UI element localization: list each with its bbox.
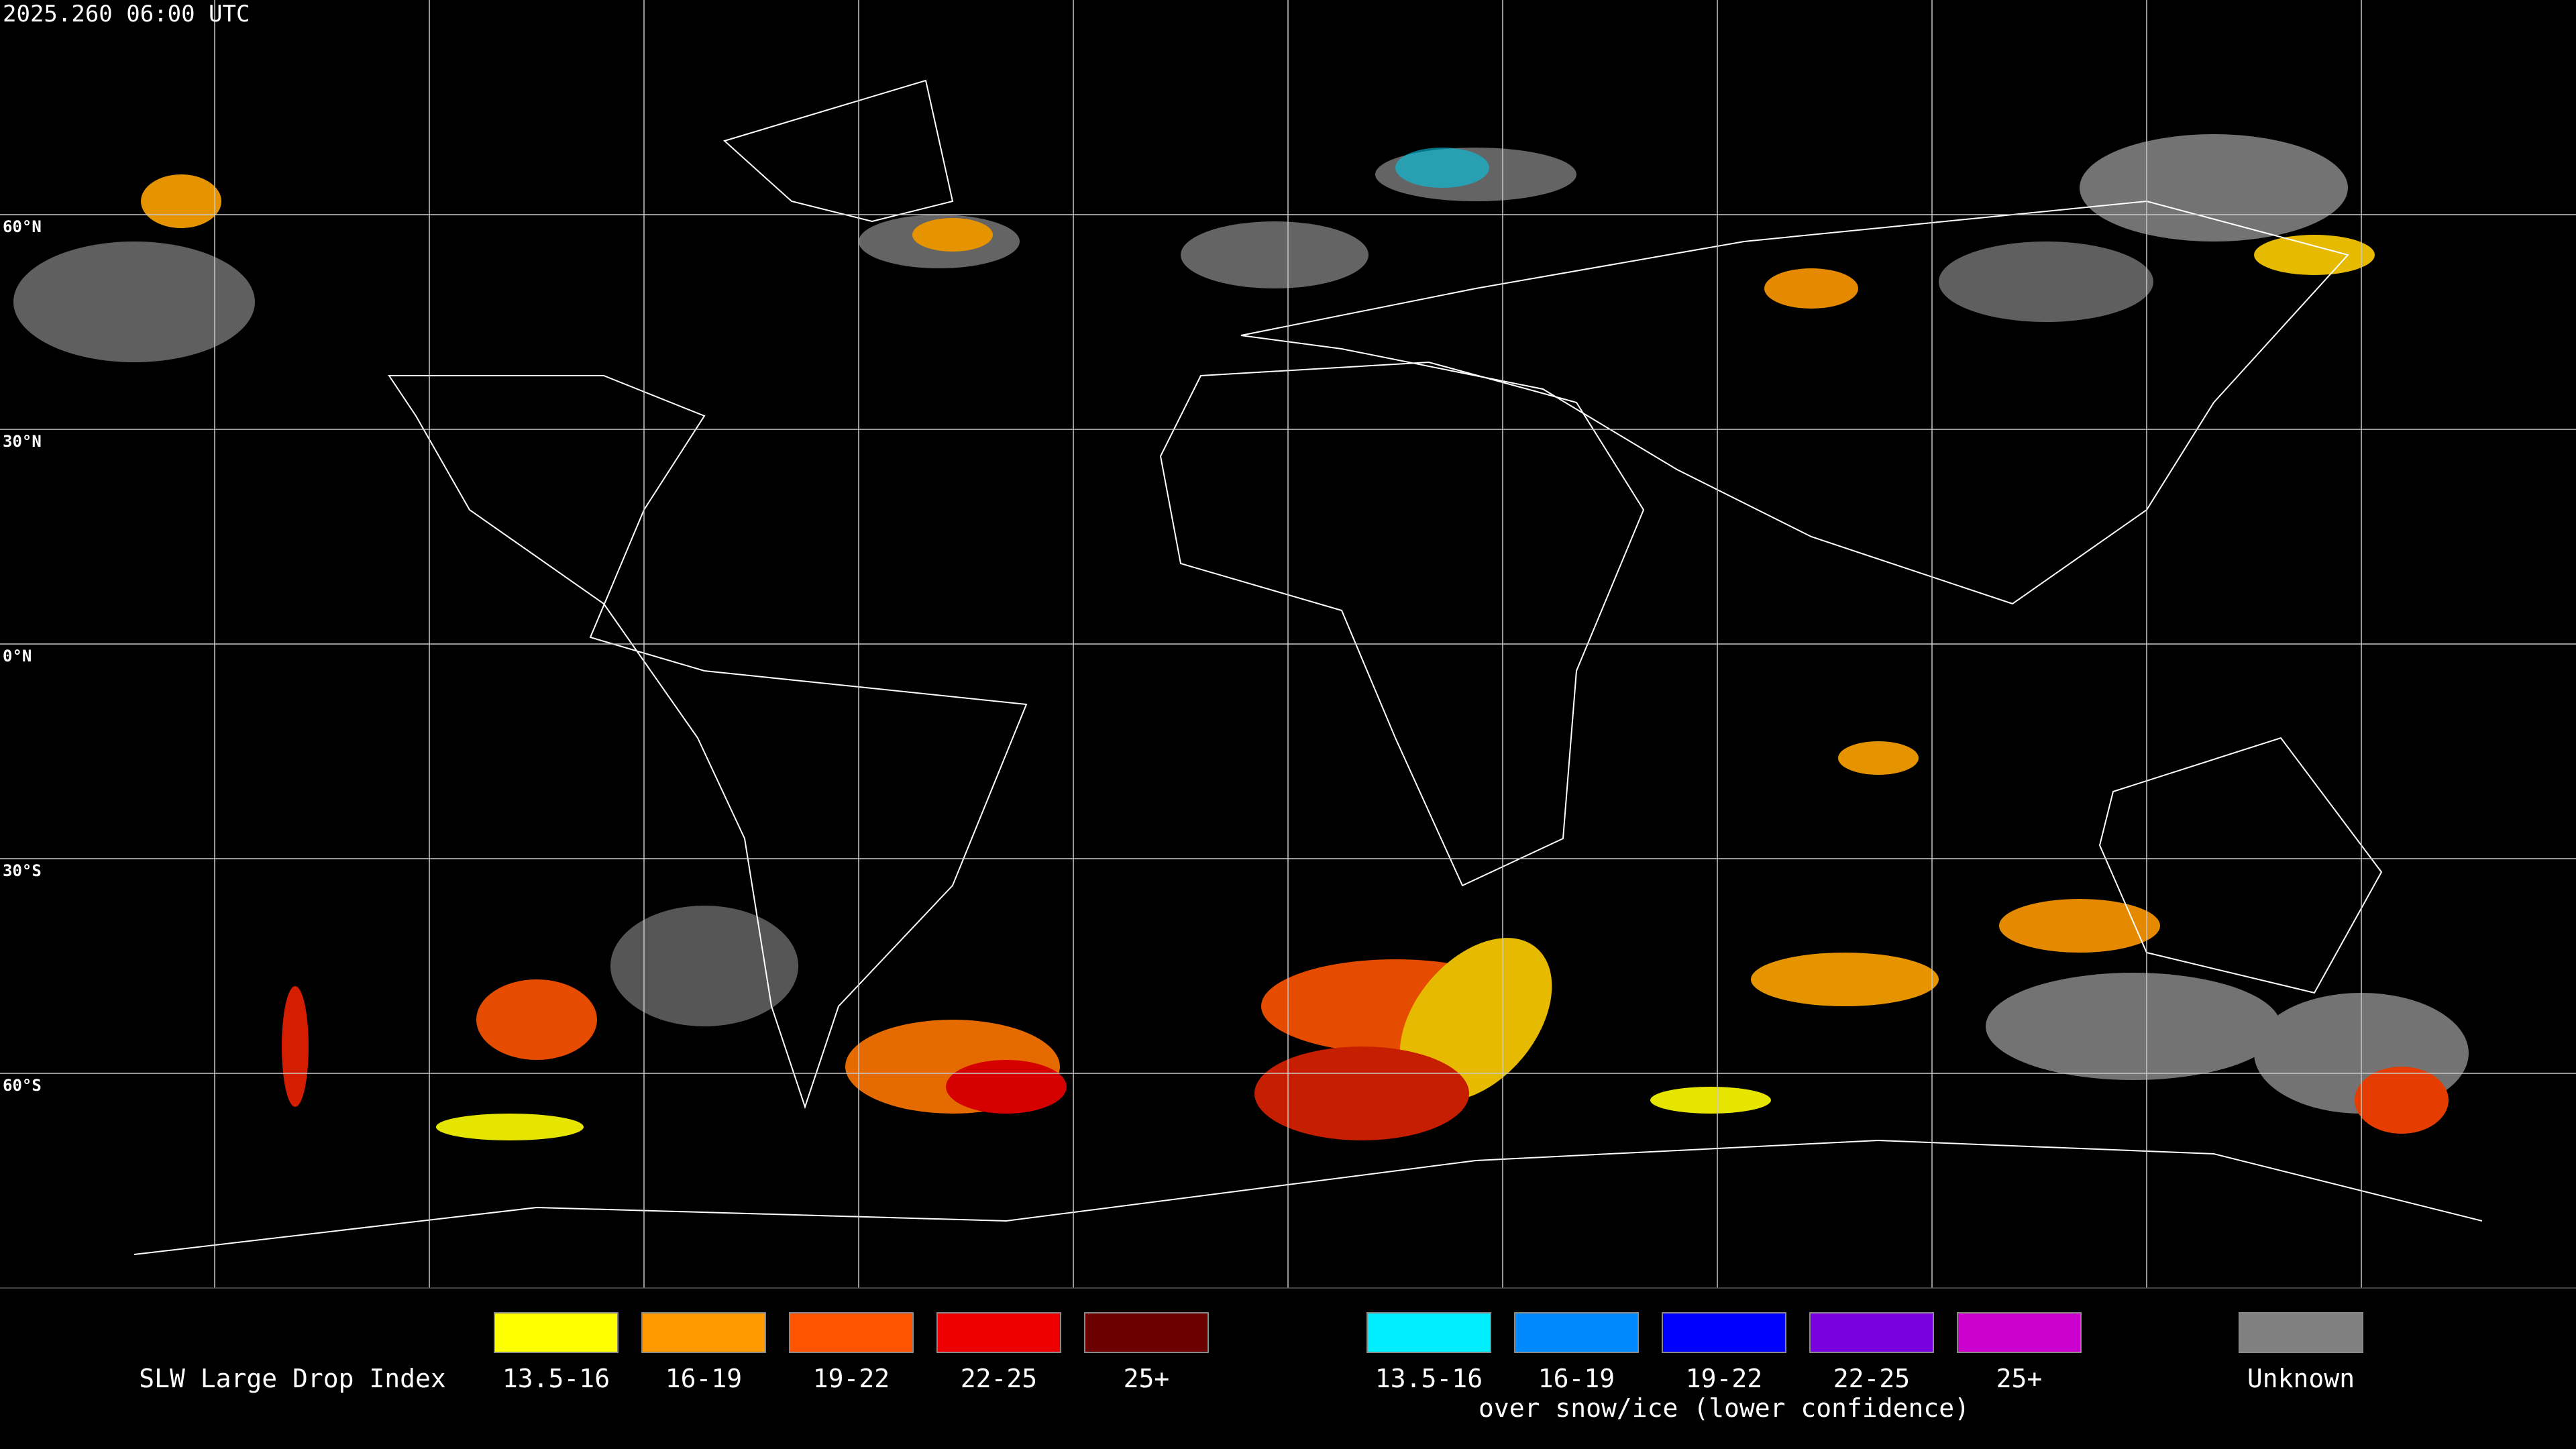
- latitude-label: 30°S: [3, 861, 42, 880]
- legend-swatch: [2239, 1312, 2363, 1353]
- legend-label: Unknown: [2247, 1364, 2355, 1393]
- legend-swatch: [1662, 1312, 1786, 1353]
- legend-label: 16-19: [1538, 1364, 1615, 1393]
- legend-swatch: [936, 1312, 1061, 1353]
- legend-swatch: [789, 1312, 914, 1353]
- legend-swatch: [494, 1312, 619, 1353]
- legend-label: 16-19: [665, 1364, 742, 1393]
- latitude-label: 60°S: [3, 1076, 42, 1095]
- legend-swatch: [641, 1312, 766, 1353]
- snow-note: over snow/ice (lower confidence): [1479, 1393, 1970, 1423]
- timestamp: 2025.260 06:00 UTC: [3, 1, 250, 28]
- legend-label: 13.5-16: [1375, 1364, 1483, 1393]
- legend-swatch: [1366, 1312, 1491, 1353]
- coastlines: [133, 79, 2483, 1255]
- legend-label: 25+: [1124, 1364, 1170, 1393]
- legend-label: 19-22: [1686, 1364, 1762, 1393]
- legend-label: 19-22: [813, 1364, 890, 1393]
- legend-title: SLW Large Drop Index: [139, 1364, 446, 1393]
- legend-label: 25+: [1996, 1364, 2043, 1393]
- legend-swatch: [1957, 1312, 2082, 1353]
- legend-swatch: [1514, 1312, 1639, 1353]
- latitude-label: 0°N: [3, 647, 32, 665]
- graticule: [0, 0, 2576, 1289]
- latitude-label: 60°N: [3, 217, 42, 236]
- legend-label: 22-25: [1833, 1364, 1910, 1393]
- latitude-label: 30°N: [3, 432, 42, 451]
- legend-label: 13.5-16: [502, 1364, 610, 1393]
- labels: 2025.260 06:00 UTC 60°N 30°N 0°N 30°S 60°S SLW…: [3, 1, 2363, 1423]
- cloud-field: [13, 134, 2469, 1140]
- legend-label: 22-25: [961, 1364, 1037, 1393]
- legend-swatch: [1084, 1312, 1209, 1353]
- legend-swatch: [1809, 1312, 1934, 1353]
